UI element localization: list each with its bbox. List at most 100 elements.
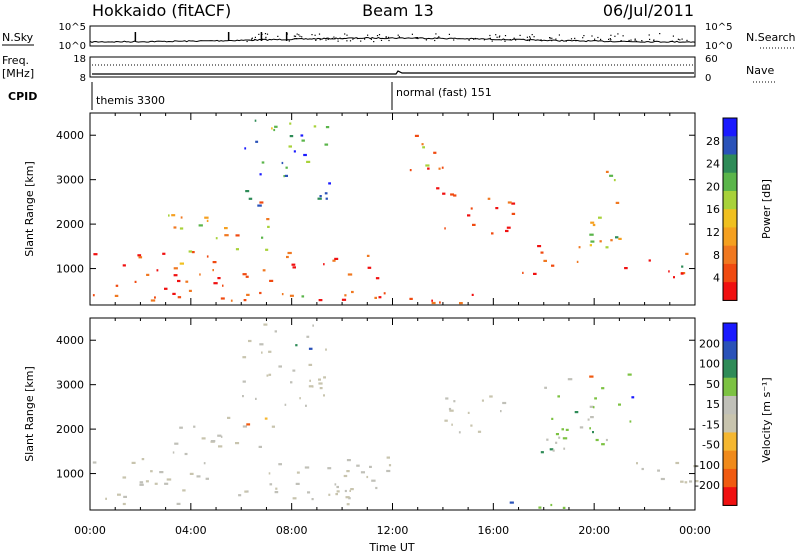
search-noise-dot — [610, 34, 612, 36]
data-cell — [471, 293, 474, 296]
search-noise-dot — [529, 36, 531, 38]
colorbar-segment — [723, 377, 737, 397]
freq-left-tick-bottom: 8 — [80, 73, 86, 84]
data-cell — [324, 192, 328, 195]
search-noise-dot — [551, 40, 553, 42]
data-cell — [159, 471, 164, 474]
data-cell — [589, 233, 594, 236]
search-noise-dot — [679, 39, 681, 41]
sky-strip-left-label: N.Sky — [2, 31, 34, 44]
data-cell — [173, 274, 178, 277]
data-cell — [259, 291, 262, 295]
colorbar-tick-label: 15 — [706, 398, 720, 411]
search-noise-dot — [468, 39, 470, 41]
search-noise-dot — [246, 40, 248, 43]
colorbar-segment — [723, 341, 737, 360]
freq-trace — [92, 70, 694, 75]
search-noise-dot — [686, 39, 688, 41]
colorbar-segment — [723, 227, 737, 247]
search-noise-dot — [681, 38, 683, 40]
data-cell — [150, 299, 156, 302]
data-cell — [386, 469, 391, 473]
search-noise-dot — [558, 34, 560, 36]
search-noise-dot — [364, 38, 366, 40]
search-noise-dot — [251, 38, 253, 40]
search-noise-dot — [373, 41, 375, 43]
data-cell — [269, 279, 274, 282]
colorbar-tick-label: 24 — [706, 158, 720, 171]
data-cell — [212, 269, 214, 272]
sky-strip-right-tick-top: 10^5 — [705, 22, 732, 33]
data-cell — [431, 301, 436, 305]
time-axis-labels: 00:00 04:00 08:00 12:00 16:00 20:00 00:00 — [74, 524, 711, 537]
colorbar-segment — [723, 245, 737, 265]
data-cell — [601, 387, 605, 390]
data-cell — [323, 263, 325, 266]
search-noise-dot — [614, 35, 616, 37]
data-cell — [422, 146, 425, 149]
data-cell — [274, 491, 279, 494]
data-cell — [162, 252, 166, 255]
data-cell — [511, 212, 516, 215]
data-cell — [213, 282, 218, 285]
search-noise-dot — [575, 40, 577, 42]
search-noise-dot — [349, 40, 352, 42]
x-tick-label: 08:00 — [276, 524, 308, 537]
y-tick-label: 1000 — [56, 468, 84, 481]
data-cell — [139, 483, 144, 486]
search-noise-dot — [438, 36, 440, 38]
data-cell — [589, 244, 592, 247]
data-cell — [615, 201, 620, 204]
data-cell — [562, 506, 566, 509]
search-noise-dot — [474, 37, 476, 40]
velocity-colorbar: 200 100 50 15 -15 -50 -100 -200 — [695, 322, 738, 506]
freq-label-line1: Freq. — [2, 54, 29, 67]
search-noise-dot — [641, 40, 643, 42]
data-cell — [293, 150, 296, 153]
search-noise-dot — [608, 38, 610, 40]
data-cell — [336, 490, 340, 493]
search-noise-dot — [653, 39, 655, 41]
search-noise-dot — [565, 40, 567, 42]
search-noise-dot — [620, 40, 622, 42]
data-cell — [92, 294, 95, 297]
x-tick-label: 04:00 — [175, 524, 207, 537]
search-noise-dot — [251, 37, 253, 39]
data-cell — [540, 451, 544, 454]
colorbar-tick-label: 16 — [706, 203, 720, 216]
search-noise-dot — [299, 35, 301, 37]
data-cell — [449, 409, 454, 412]
search-noise-dot — [533, 36, 535, 38]
data-cell — [141, 458, 145, 461]
data-cell — [246, 490, 249, 493]
data-cell — [495, 207, 499, 210]
data-cell — [505, 229, 509, 233]
search-noise-dot — [483, 39, 485, 41]
data-cell — [171, 214, 176, 217]
search-noise-dot — [264, 33, 267, 35]
search-noise-dot — [528, 40, 531, 42]
data-cell — [587, 418, 590, 421]
data-cell — [367, 266, 372, 269]
freq-right-tick-bottom: 0 — [705, 73, 711, 84]
data-cell — [610, 239, 613, 242]
data-cell — [173, 226, 177, 229]
colorbar-tick-label: 100 — [699, 358, 720, 371]
search-noise-dot — [397, 34, 399, 36]
data-cell — [244, 147, 247, 150]
data-cell — [173, 267, 178, 270]
data-cell — [445, 397, 449, 400]
data-cell — [500, 410, 502, 413]
data-cell — [248, 339, 252, 343]
data-cell — [543, 259, 547, 262]
search-noise-dot — [496, 36, 498, 38]
data-cell — [618, 403, 621, 406]
data-cell — [590, 416, 594, 419]
data-cell — [168, 214, 170, 217]
search-noise-dot — [254, 36, 256, 38]
data-cell — [268, 350, 272, 353]
data-cell — [657, 469, 660, 472]
data-cell — [453, 400, 456, 403]
y-tick-label: 2000 — [56, 218, 84, 231]
